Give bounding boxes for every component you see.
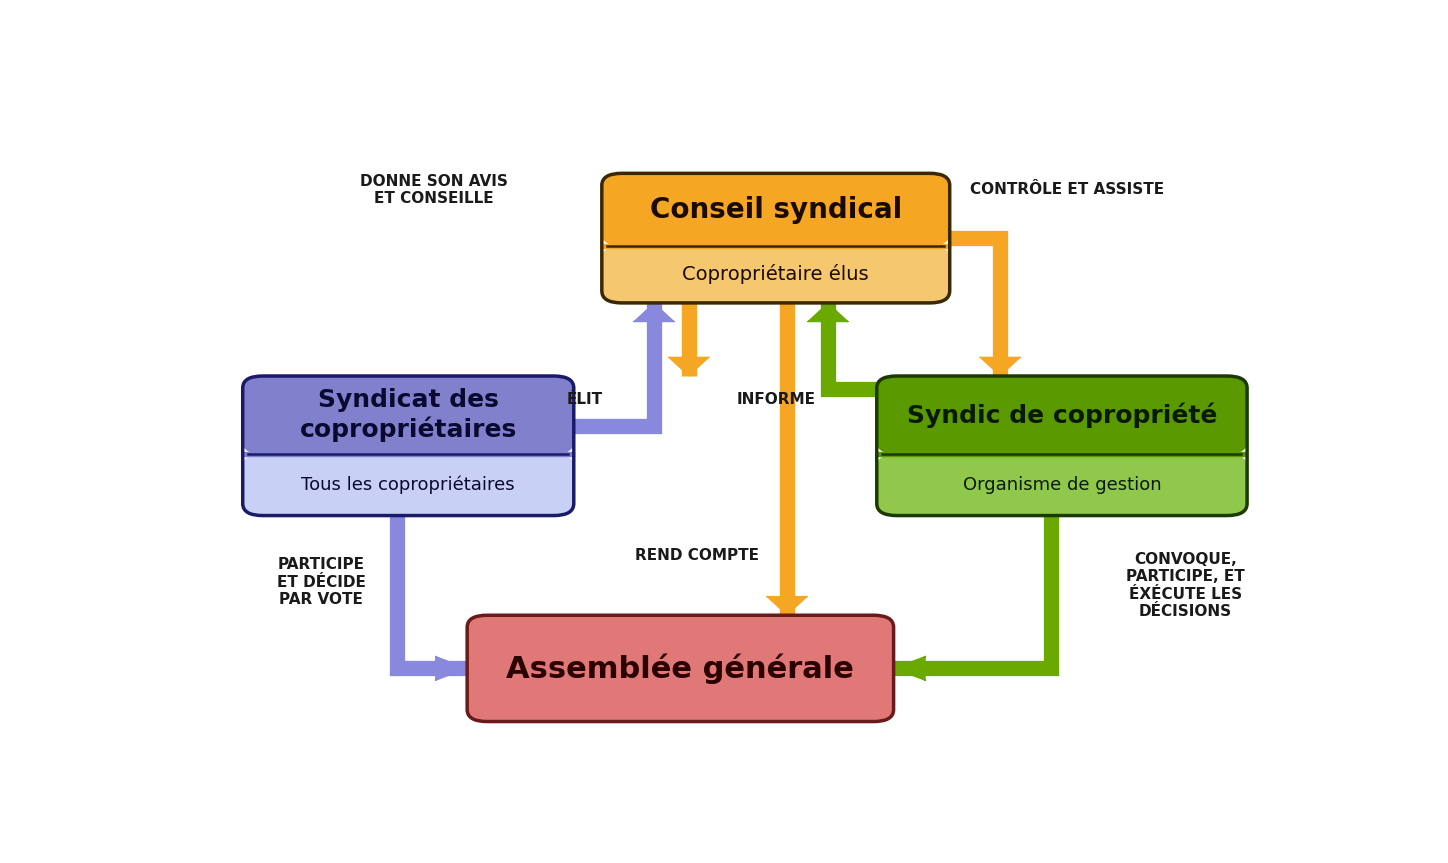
FancyArrow shape: [895, 657, 925, 680]
Text: Organisme de gestion: Organisme de gestion: [963, 476, 1161, 494]
FancyBboxPatch shape: [602, 246, 950, 303]
Text: Syndic de copropriété: Syndic de copropriété: [906, 402, 1218, 428]
FancyArrow shape: [434, 657, 466, 680]
Text: Assemblée générale: Assemblée générale: [507, 653, 854, 683]
Text: Syndicat des
copropriétaires: Syndicat des copropriétaires: [300, 388, 517, 442]
Text: INFORME: INFORME: [736, 392, 815, 406]
Text: REND COMPTE: REND COMPTE: [636, 548, 759, 563]
Text: PARTICIPE
ET DÉCIDE
PAR VOTE: PARTICIPE ET DÉCIDE PAR VOTE: [277, 557, 366, 607]
FancyBboxPatch shape: [243, 454, 573, 515]
FancyBboxPatch shape: [243, 376, 573, 454]
FancyArrow shape: [634, 303, 675, 322]
FancyArrow shape: [980, 357, 1021, 375]
Text: CONTRÔLE ET ASSISTE: CONTRÔLE ET ASSISTE: [970, 182, 1164, 198]
Text: Copropriétaire élus: Copropriétaire élus: [682, 264, 869, 285]
FancyBboxPatch shape: [876, 454, 1247, 515]
FancyBboxPatch shape: [602, 173, 950, 246]
Text: CONVOQUE,
PARTICIPE, ET
ÉXÉCUTE LES
DÉCISIONS: CONVOQUE, PARTICIPE, ET ÉXÉCUTE LES DÉCI…: [1127, 551, 1245, 619]
FancyBboxPatch shape: [876, 376, 1247, 454]
Text: DONNE SON AVIS
ET CONSEILLE: DONNE SON AVIS ET CONSEILLE: [359, 173, 507, 206]
Text: Tous les copropriétaires: Tous les copropriétaires: [301, 476, 515, 494]
FancyBboxPatch shape: [468, 615, 893, 721]
FancyArrow shape: [808, 303, 849, 322]
Text: Conseil syndical: Conseil syndical: [650, 196, 902, 224]
FancyArrow shape: [767, 596, 807, 614]
FancyArrow shape: [669, 357, 710, 375]
Text: ÉLIT: ÉLIT: [568, 392, 602, 406]
